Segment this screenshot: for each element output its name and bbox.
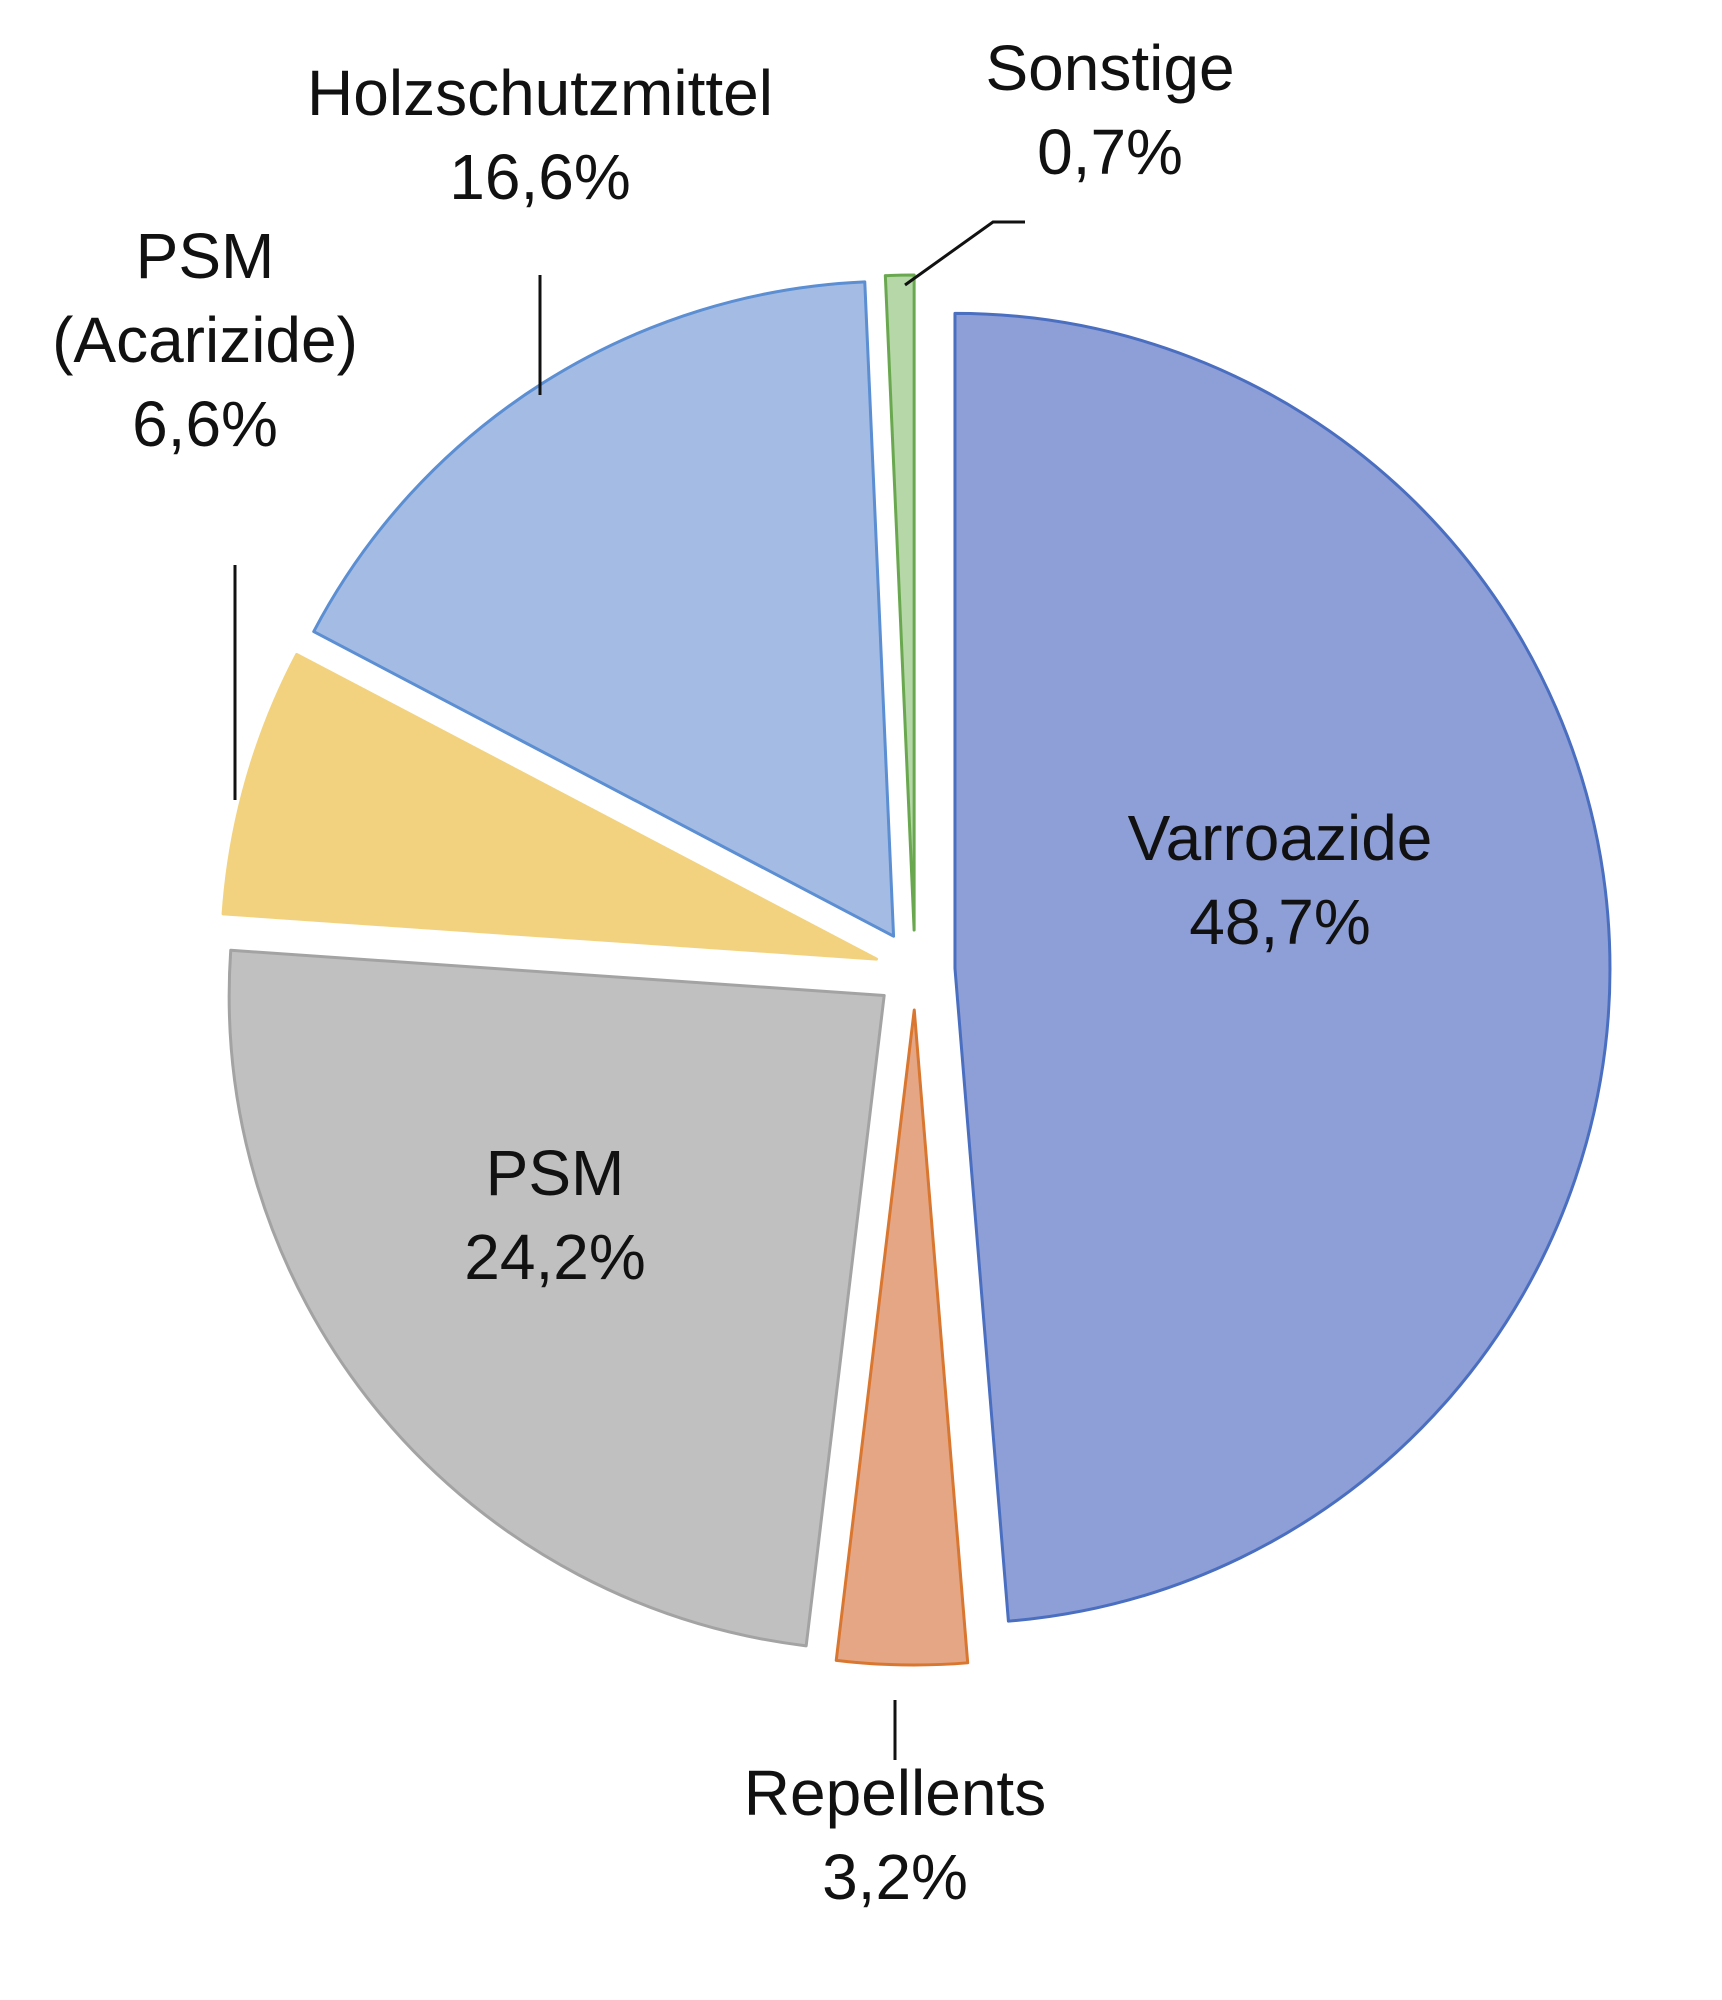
pie-slice-repellents [834, 1008, 970, 1667]
slice-name-label: PSM [136, 220, 275, 292]
slice-name-label: Holzschutzmittel [307, 57, 773, 129]
pie-slice-sonstige [883, 273, 916, 932]
pie-slice-psm-acarizide [221, 652, 879, 961]
slice-name-label: PSM [486, 1137, 625, 1209]
slice-name-label: Repellents [744, 1757, 1046, 1829]
slice-value-label: 3,2% [822, 1841, 968, 1913]
slice-value-label: 6,6% [132, 388, 278, 460]
slice-name-label: Sonstige [985, 32, 1234, 104]
leader-lines [233, 220, 1025, 1760]
pie-slice-holzschutzmittel [312, 280, 896, 938]
slice-name-label: (Acarizide) [52, 304, 358, 376]
pie-slice-varroazide [953, 311, 1612, 1623]
slice-value-label: 48,7% [1189, 886, 1370, 958]
slice-value-label: 0,7% [1037, 116, 1183, 188]
pie-slice-psm [227, 948, 886, 1648]
slice-value-label: 24,2% [464, 1221, 645, 1293]
leader-line [904, 220, 1025, 287]
slice-name-label: Varroazide [1128, 802, 1433, 874]
slice-labels: Varroazide 48,7% Repellents 3,2% PSM 24,2% PSM… [52, 32, 1432, 1913]
pie-slices [221, 273, 1612, 1667]
slice-value-label: 16,6% [449, 141, 630, 213]
